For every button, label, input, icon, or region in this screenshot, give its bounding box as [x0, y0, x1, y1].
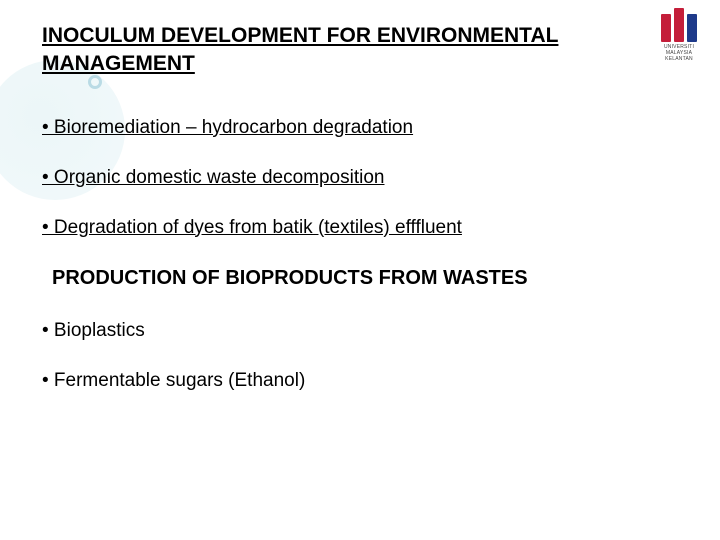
bullet-item: • Degradation of dyes from batik (textil…: [36, 217, 684, 239]
slide-subtitle: PRODUCTION OF BIOPRODUCTS FROM WASTES: [36, 267, 684, 290]
bullet-item: • Bioremediation – hydrocarbon degradati…: [36, 117, 684, 139]
slide-container: UNIVERSITI MALAYSIA KELANTAN INOCULUM DE…: [0, 0, 720, 540]
university-logo: UNIVERSITI MALAYSIA KELANTAN: [656, 8, 702, 62]
bullet-item: • Organic domestic waste decomposition: [36, 167, 684, 189]
slide-title: INOCULUM DEVELOPMENT FOR ENVIRONMENTAL M…: [36, 22, 684, 79]
logo-bar: [674, 8, 684, 42]
logo-text-line: KELANTAN: [656, 56, 702, 62]
logo-mark-icon: [661, 8, 697, 42]
bullet-item: • Bioplastics: [36, 320, 684, 342]
bullet-item: • Fermentable sugars (Ethanol): [36, 370, 684, 392]
logo-bar: [661, 14, 671, 42]
logo-bar: [687, 14, 697, 42]
